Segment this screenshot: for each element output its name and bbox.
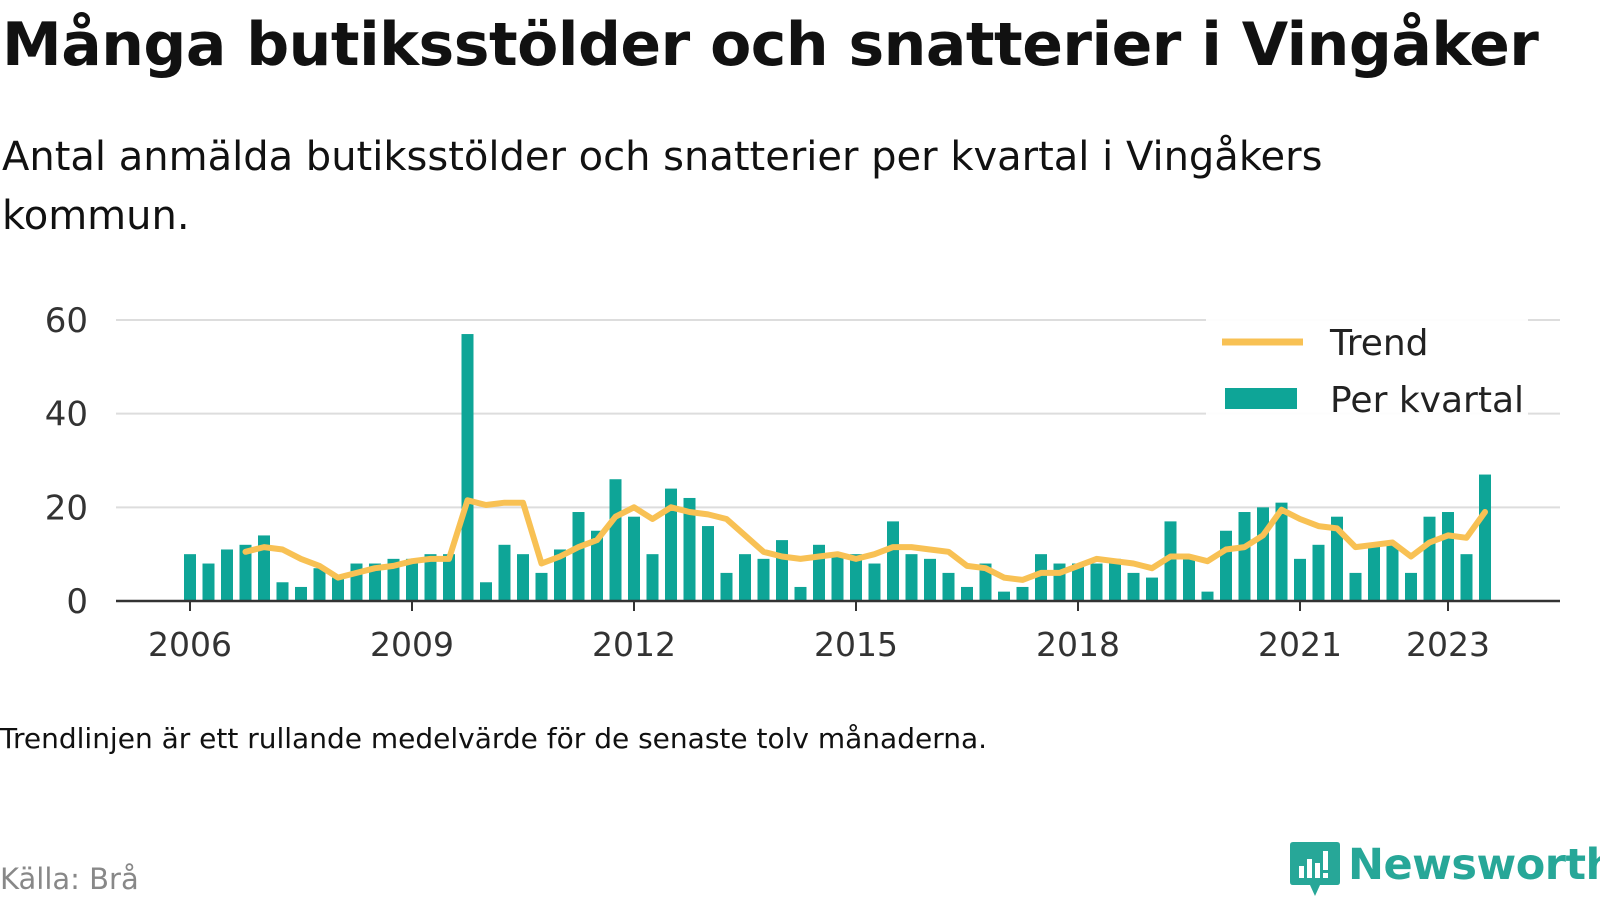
y-tick-label: 0 xyxy=(66,582,88,622)
bar xyxy=(1201,591,1214,601)
bar xyxy=(1090,563,1103,601)
x-tick-label: 2015 xyxy=(814,625,898,664)
bar xyxy=(461,334,474,601)
x-tick-label: 2021 xyxy=(1258,625,1342,664)
bar xyxy=(609,479,622,601)
bar xyxy=(998,591,1010,601)
bar xyxy=(1405,572,1417,601)
bar xyxy=(517,554,529,601)
x-tick-label: 2018 xyxy=(1036,625,1120,664)
bar xyxy=(646,554,659,601)
bar xyxy=(572,512,585,601)
bar xyxy=(942,572,955,601)
bar xyxy=(757,558,770,601)
chart-title: Många butiksstölder och snatterier i Vin… xyxy=(2,10,1539,80)
bar xyxy=(239,544,252,601)
x-axis-ticks: 2006 2009 2012 2015 2018 2021 2023 xyxy=(148,601,1490,664)
x-tick-label: 2012 xyxy=(592,625,676,664)
legend: Trend Per kvartal xyxy=(1206,312,1528,436)
bar xyxy=(184,554,196,601)
bar xyxy=(591,530,603,601)
newsworthy-logo-text: Newsworthy xyxy=(1348,840,1600,890)
bar xyxy=(369,563,381,601)
bar xyxy=(1423,516,1436,601)
chart-subtitle: Antal anmälda butiksstölder och snatteri… xyxy=(2,134,1323,239)
bar xyxy=(295,586,307,601)
bar xyxy=(1368,544,1380,601)
bar xyxy=(480,582,492,601)
footnote: Trendlinjen är ett rullande medelvärde f… xyxy=(0,722,988,755)
bar xyxy=(1109,558,1121,601)
bar xyxy=(720,572,733,601)
bar xyxy=(1460,554,1473,601)
bar xyxy=(1164,521,1177,601)
bar xyxy=(406,558,418,601)
bar xyxy=(1442,512,1454,601)
bar xyxy=(1479,474,1491,601)
bar xyxy=(1220,530,1232,601)
y-tick-label: 20 xyxy=(45,488,88,528)
trend-line xyxy=(242,497,1488,583)
newsworthy-logo[interactable]: Newsworthy xyxy=(1290,840,1600,896)
bar xyxy=(628,516,640,601)
bar xyxy=(1312,544,1325,601)
y-tick-label: 60 xyxy=(45,301,88,341)
bar xyxy=(850,554,862,601)
bar xyxy=(554,549,566,601)
bar xyxy=(776,540,788,601)
bar xyxy=(202,563,215,601)
bar xyxy=(1238,512,1251,601)
bar xyxy=(868,563,881,601)
x-tick-label: 2023 xyxy=(1406,625,1490,664)
bar xyxy=(221,549,233,601)
bar xyxy=(276,582,289,601)
bar xyxy=(1035,554,1047,601)
bar xyxy=(905,554,918,601)
legend-bar-swatch xyxy=(1225,388,1297,409)
bar xyxy=(683,497,696,601)
bar xyxy=(332,577,344,601)
bar xyxy=(1146,577,1158,601)
bar xyxy=(1386,544,1399,601)
bar xyxy=(1072,563,1084,601)
y-axis-ticks: 0 20 40 60 xyxy=(45,301,88,622)
bar xyxy=(258,535,270,601)
legend-background xyxy=(1206,312,1528,436)
bar xyxy=(1257,507,1269,601)
bar xyxy=(443,554,455,601)
bar xyxy=(961,586,973,601)
bar xyxy=(387,558,400,601)
bar xyxy=(1127,572,1140,601)
bar xyxy=(702,526,714,601)
bar xyxy=(498,544,511,601)
bar xyxy=(887,521,899,601)
legend-bar-label: Per kvartal xyxy=(1330,380,1524,421)
bar xyxy=(1275,502,1288,601)
bar xyxy=(424,554,437,601)
legend-trend-label: Trend xyxy=(1329,323,1429,364)
x-tick-label: 2006 xyxy=(148,625,232,664)
bar xyxy=(1294,558,1306,601)
bar xyxy=(831,554,844,601)
x-tick-label: 2009 xyxy=(370,625,454,664)
bar xyxy=(1349,572,1362,601)
bar xyxy=(1183,558,1195,601)
source-label: Källa: Brå xyxy=(0,862,139,896)
bar xyxy=(739,554,751,601)
newsworthy-logo-icon xyxy=(1290,842,1340,896)
bar xyxy=(924,558,936,601)
bar xyxy=(1016,586,1029,601)
bar xyxy=(794,586,807,601)
bar xyxy=(665,488,677,601)
bar xyxy=(313,568,326,601)
chart: 2006 2009 2012 2015 2018 2021 2023 0 20 40 60 Tre… xyxy=(45,301,1560,664)
y-tick-label: 40 xyxy=(45,395,88,435)
bar xyxy=(1331,516,1343,601)
bar xyxy=(535,572,548,601)
